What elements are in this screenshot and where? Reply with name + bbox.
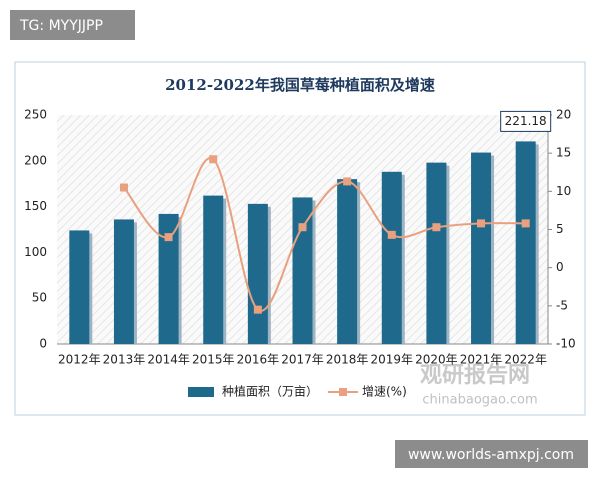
point [298,223,307,232]
bar [337,179,358,344]
bar [292,197,313,344]
legend-label: 增速(%) [362,385,407,399]
point [387,230,396,239]
y2-tick-label: 0 [556,260,564,274]
value-label: 221.18 [505,114,547,128]
value-label-box [500,110,552,132]
legend-swatch [339,388,347,396]
y-tick-label: 150 [24,199,47,213]
x-tick-label: 2013年 [103,353,146,367]
bar [247,203,268,344]
y-tick-label: 250 [24,108,47,122]
bar [69,230,90,344]
bar [471,152,492,344]
point [432,223,441,232]
x-tick-label: 2016年 [237,353,280,367]
legend-label: 种植面积（万亩） [222,384,318,399]
point [343,177,352,186]
bar [158,213,179,344]
bar [426,162,447,344]
x-tick-label: 2012年 [58,353,101,367]
point [119,183,128,192]
watermark: TG: MYYJJPP [19,18,103,34]
watermark: www.worlds-amxpj.com [408,447,574,463]
y2-tick-label: 10 [556,184,571,198]
x-tick-label: 2022年 [504,353,547,367]
x-tick-label: 2014年 [147,353,190,367]
x-tick-label: 2017年 [281,353,324,367]
y2-tick-label: -10 [556,337,576,351]
point [477,219,486,228]
logo-url: chinabaogao.com [422,393,537,408]
legend-swatch [188,387,214,397]
bar [381,171,402,344]
logo: 观研报告网 [420,363,530,388]
y2-tick-label: 20 [556,108,571,122]
bar [515,141,536,344]
bar [113,219,134,344]
point [253,305,262,314]
x-tick-label: 2020年 [415,353,458,367]
bar [203,195,224,344]
y2-tick-label: -5 [556,298,568,312]
x-tick-label: 2015年 [192,353,235,367]
y-tick-label: 50 [32,291,47,305]
point [521,219,530,228]
y2-tick-label: 15 [556,146,571,160]
point [164,233,173,242]
y2-tick-label: 5 [556,222,564,236]
x-tick-label: 2019年 [370,353,413,367]
chart-title: 2012-2022年我国草莓种植面积及增速 [165,76,435,94]
y-tick-label: 0 [39,337,47,351]
point [209,155,218,164]
y-tick-label: 200 [24,153,47,167]
y-tick-label: 100 [24,245,47,259]
x-tick-label: 2018年 [326,353,369,367]
x-tick-label: 2021年 [460,353,503,367]
watermark-box [395,440,588,468]
watermark-box [10,10,135,40]
